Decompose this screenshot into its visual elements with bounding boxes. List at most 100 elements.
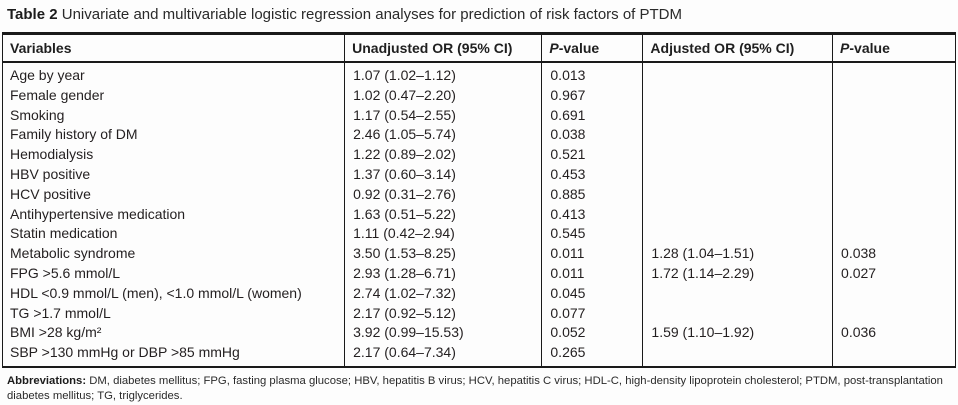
cell-variable: Family history of DM <box>10 126 138 143</box>
table-row: SBP >130 mmHg or DBP >85 mmHg 2.17 (0.64… <box>3 343 956 367</box>
cell-p-value-unadjusted: 0.691 <box>541 105 643 126</box>
cell-p-value-adjusted <box>832 184 956 205</box>
cell-variable: SBP >130 mmHg or DBP >85 mmHg <box>10 344 240 361</box>
cell-adjusted-or <box>642 145 833 165</box>
cell-adjusted-or <box>642 283 833 304</box>
col-header-adjusted-or: Adjusted OR (95% CI) <box>642 33 833 63</box>
cell-p-value-unadjusted: 0.077 <box>541 303 643 324</box>
cell-adjusted-or <box>642 204 833 225</box>
cell-variable: BMI >28 kg/m² <box>10 324 102 341</box>
cell-variable: Metabolic syndrome <box>10 245 136 262</box>
abbreviations-text: DM, diabetes mellitus; FPG, fasting plas… <box>7 374 943 403</box>
col-header-variables: Variables <box>2 33 345 63</box>
cell-p-value-unadjusted: 0.045 <box>541 283 643 304</box>
cell-variable: HCV positive <box>10 185 91 202</box>
cell-p-value-adjusted <box>832 303 956 324</box>
cell-p-value-unadjusted: 0.521 <box>541 145 643 165</box>
abbreviations-label: Abbreviations: <box>7 374 87 387</box>
cell-adjusted-or <box>642 343 833 367</box>
cell-p-value-adjusted: 0.038 <box>832 244 956 264</box>
cell-unadjusted-or: 1.11 (0.42–2.94) <box>344 224 542 245</box>
cell-unadjusted-or: 1.17 (0.54–2.55) <box>344 105 542 126</box>
cell-adjusted-or <box>642 164 833 185</box>
cell-p-value-unadjusted: 0.413 <box>541 204 643 225</box>
cell-variable: HBV positive <box>10 165 91 182</box>
cell-unadjusted-or: 2.17 (0.64–7.34) <box>344 343 542 367</box>
cell-p-value-unadjusted: 0.967 <box>541 85 643 106</box>
cell-p-value-adjusted <box>832 105 956 126</box>
cell-p-value-unadjusted: 0.885 <box>541 184 643 205</box>
cell-unadjusted-or: 1.02 (0.47–2.20) <box>344 85 542 106</box>
table-row: Hemodialysis 1.22 (0.89–2.02) 0.521 <box>3 145 956 165</box>
cell-p-value-adjusted <box>832 125 956 146</box>
cell-unadjusted-or: 1.63 (0.51–5.22) <box>344 204 542 225</box>
cell-unadjusted-or: 2.46 (1.05–5.74) <box>344 125 542 146</box>
cell-p-value-unadjusted: 0.453 <box>541 164 643 185</box>
cell-variable: TG >1.7 mmol/L <box>10 304 111 321</box>
cell-p-value-unadjusted: 0.011 <box>541 263 643 284</box>
cell-adjusted-or <box>642 125 833 146</box>
cell-adjusted-or <box>642 105 833 126</box>
cell-adjusted-or <box>642 62 833 86</box>
cell-unadjusted-or: 3.50 (1.53–8.25) <box>344 244 542 264</box>
table-row: Age by year 1.07 (1.02–1.12) 0.013 <box>3 62 956 86</box>
table-body: Age by year 1.07 (1.02–1.12) 0.013 Femal… <box>3 62 956 367</box>
table-row: Smoking 1.17 (0.54–2.55) 0.691 <box>3 105 956 126</box>
cell-variable: Age by year <box>10 67 85 83</box>
table-row: Family history of DM 2.46 (1.05–5.74) 0.… <box>3 125 956 146</box>
cell-p-value-adjusted <box>832 145 956 165</box>
col-header-p-value-adjusted: P-value <box>832 33 956 63</box>
cell-p-value-adjusted <box>832 85 956 106</box>
table-row: FPG >5.6 mmol/L 2.93 (1.28–6.71) 0.011 1… <box>3 263 956 284</box>
cell-p-value-adjusted <box>832 62 956 86</box>
cell-unadjusted-or: 1.37 (0.60–3.14) <box>344 164 542 185</box>
cell-p-value-adjusted <box>832 204 956 225</box>
table-row: Metabolic syndrome 3.50 (1.53–8.25) 0.01… <box>3 244 956 264</box>
cell-p-value-adjusted <box>832 164 956 185</box>
table-caption-label: Table 2 <box>7 6 58 23</box>
table-row: HCV positive 0.92 (0.31–2.76) 0.885 <box>3 184 956 205</box>
cell-unadjusted-or: 0.92 (0.31–2.76) <box>344 184 542 205</box>
col-header-p-value-unadjusted: P-value <box>541 33 643 63</box>
cell-p-value-adjusted: 0.036 <box>832 323 956 344</box>
cell-variable: FPG >5.6 mmol/L <box>10 264 121 281</box>
cell-variable: Antihypertensive medication <box>10 205 186 222</box>
cell-p-value-unadjusted: 0.013 <box>541 62 643 86</box>
table-row: HDL <0.9 mmol/L (men), <1.0 mmol/L (wome… <box>3 283 956 304</box>
cell-adjusted-or <box>642 184 833 205</box>
cell-p-value-adjusted <box>832 343 956 367</box>
header-row: Variables Unadjusted OR (95% CI) P-value… <box>2 33 956 63</box>
cell-p-value-unadjusted: 0.038 <box>541 125 643 146</box>
table-row: Antihypertensive medication 1.63 (0.51–5… <box>3 204 956 225</box>
cell-p-value-adjusted <box>832 224 956 245</box>
abbreviations-footnote: Abbreviations: DM, diabetes mellitus; FP… <box>7 374 952 405</box>
table-caption-text: Univariate and multivariable logistic re… <box>57 6 682 23</box>
table-row: TG >1.7 mmol/L 2.17 (0.92–5.12) 0.077 <box>3 303 956 324</box>
cell-p-value-adjusted: 0.027 <box>832 263 956 284</box>
regression-table: Variables Unadjusted OR (95% CI) P-value… <box>2 32 956 368</box>
cell-variable: Hemodialysis <box>10 146 94 163</box>
cell-adjusted-or <box>642 303 833 324</box>
table-caption: Table 2 Univariate and multivariable log… <box>7 5 956 25</box>
table-row: Female gender 1.02 (0.47–2.20) 0.967 <box>3 85 956 106</box>
table-header: Variables Unadjusted OR (95% CI) P-value… <box>2 33 956 63</box>
cell-variable: Statin medication <box>10 225 118 242</box>
cell-p-value-adjusted <box>832 283 956 304</box>
cell-unadjusted-or: 1.22 (0.89–2.02) <box>344 145 542 165</box>
cell-unadjusted-or: 2.74 (1.02–7.32) <box>344 283 542 304</box>
cell-variable: Female gender <box>10 86 105 103</box>
cell-unadjusted-or: 2.93 (1.28–6.71) <box>344 263 542 284</box>
cell-variable: Smoking <box>10 106 65 123</box>
table-row: Statin medication 1.11 (0.42–2.94) 0.545 <box>3 224 956 245</box>
cell-adjusted-or: 1.28 (1.04–1.51) <box>642 244 833 264</box>
cell-adjusted-or <box>642 224 833 245</box>
col-header-unadjusted-or: Unadjusted OR (95% CI) <box>344 33 542 63</box>
cell-p-value-unadjusted: 0.265 <box>541 343 643 367</box>
cell-variable: HDL <0.9 mmol/L (men), <1.0 mmol/L (wome… <box>10 284 302 301</box>
cell-p-value-unadjusted: 0.011 <box>541 244 643 264</box>
cell-unadjusted-or: 1.07 (1.02–1.12) <box>344 62 542 86</box>
cell-p-value-unadjusted: 0.052 <box>541 323 643 344</box>
table-row: BMI >28 kg/m² 3.92 (0.99–15.53) 0.052 1.… <box>3 323 956 344</box>
cell-adjusted-or: 1.59 (1.10–1.92) <box>642 323 833 344</box>
